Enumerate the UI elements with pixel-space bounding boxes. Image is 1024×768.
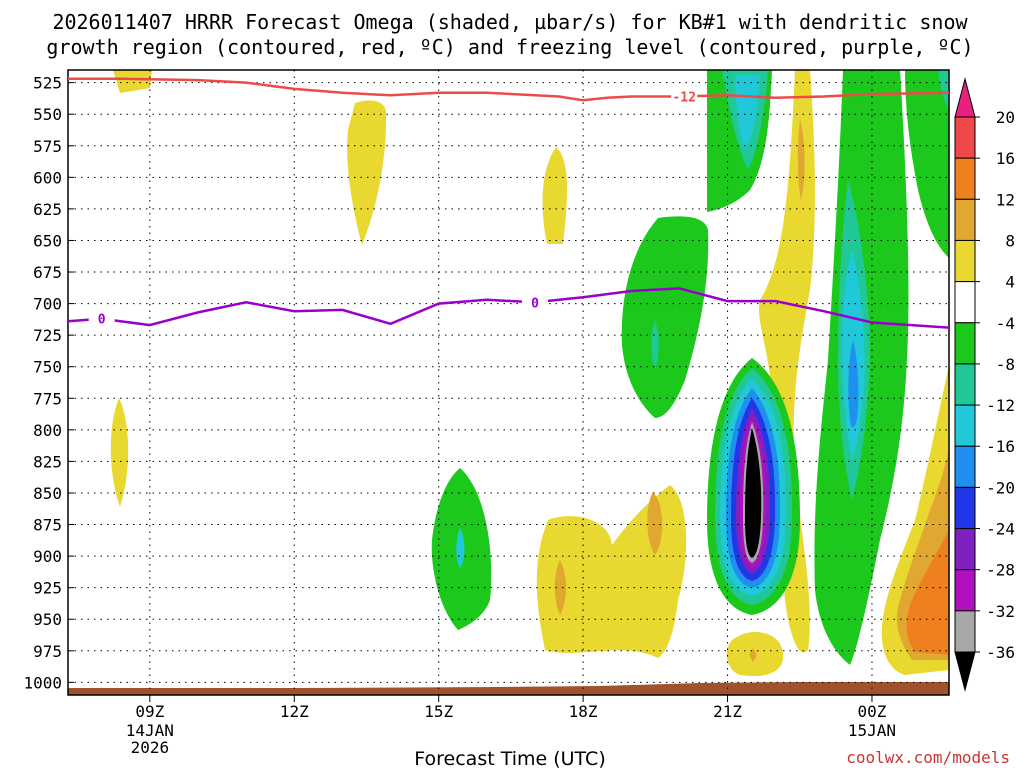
freezing-level-label: 0 xyxy=(531,296,539,311)
plot-frame xyxy=(67,69,950,696)
y-tick-label: 900 xyxy=(33,547,62,566)
omega-blob-rise-8-985 xyxy=(749,648,757,662)
y-tick-label: 675 xyxy=(33,263,62,282)
colorbar-tick-label: -8 xyxy=(996,355,1015,374)
freezing-level-label: 0 xyxy=(98,313,106,328)
x-tick-label: 21Z xyxy=(713,702,742,721)
x-axis-label: Forecast Time (UTC) xyxy=(414,748,605,768)
colorbar-bin xyxy=(954,322,976,365)
x-tick-label: 12Z xyxy=(280,702,309,721)
colorbar-bin xyxy=(954,239,976,283)
y-tick-label: 525 xyxy=(33,74,62,93)
y-tick-label: 725 xyxy=(33,326,62,345)
colorbar-tick-label: -28 xyxy=(986,561,1015,580)
omega-blob-sink-16-740 xyxy=(848,340,859,428)
colorbar-bin xyxy=(954,486,976,530)
colorbar-bin xyxy=(954,198,976,241)
y-tick-label: 650 xyxy=(33,231,62,250)
colorbar-tick-label: -24 xyxy=(986,520,1015,539)
y-tick-label: 575 xyxy=(33,137,62,156)
contour-lines xyxy=(68,77,949,329)
colorbar-bin xyxy=(954,363,976,406)
y-tick-label: 825 xyxy=(33,452,62,471)
colorbar-bin xyxy=(954,116,976,159)
colorbar-tick-label: 4 xyxy=(1005,273,1015,292)
y-tick-label: 550 xyxy=(33,105,62,124)
y-tick-label: 950 xyxy=(33,610,62,629)
chart-title-line2: growth region (contoured, red, ºC) and f… xyxy=(46,35,973,59)
y-tick-label: 925 xyxy=(33,579,62,598)
colorbar-tick-label: 8 xyxy=(1005,231,1015,250)
colorbar-bin xyxy=(954,404,976,447)
colorbar: 20 16 12 8 4 -4 -8 -12 -16 -20 -24 -28 -32 -36 xyxy=(954,77,1015,692)
y-tick-label: 850 xyxy=(33,484,62,503)
colorbar-tick-label: 20 xyxy=(996,108,1015,127)
y-tick-label: 600 xyxy=(33,168,62,187)
omega-blob-rise-12-lower-right xyxy=(906,530,949,655)
omega-shading xyxy=(68,70,949,695)
grid-lines xyxy=(68,70,949,695)
freezing-level-label-bg xyxy=(521,295,548,310)
colorbar-tick-label: -32 xyxy=(986,602,1015,621)
freezing-level-contour xyxy=(68,287,949,329)
y-tick-label: 750 xyxy=(33,358,62,377)
colorbar-tick-label: -36 xyxy=(986,643,1015,662)
omega-blob-sink-600 xyxy=(905,70,949,258)
colorbar-tick-label: 12 xyxy=(996,190,1015,209)
omega-blob-rise-550 xyxy=(347,100,387,245)
omega-blob-rise-8-900 xyxy=(554,560,566,615)
colorbar-tick-label: -20 xyxy=(986,478,1015,497)
omega-blob-sink-12-870 xyxy=(456,528,465,568)
x-tick-date: 15JAN xyxy=(848,721,896,740)
colorbar-arrow-top xyxy=(954,77,976,118)
omega-core-sink-36 xyxy=(745,428,762,558)
omega-blob-rise-775 xyxy=(110,398,129,507)
colorbar-bin xyxy=(954,445,976,488)
x-tick-label: 18Z xyxy=(569,702,598,721)
y-tick-label: 700 xyxy=(33,295,62,314)
colorbar-bin xyxy=(954,610,976,653)
dendritic-growth-contour xyxy=(68,77,949,102)
y-tick-label: 975 xyxy=(33,642,62,661)
omega-blob-sink-680 xyxy=(621,216,709,418)
y-tick-label: 875 xyxy=(33,516,62,535)
x-tick-date: 14JAN xyxy=(126,721,174,740)
freezing-level-label-bg xyxy=(88,311,115,326)
colorbar-bin xyxy=(954,157,976,200)
terrain-surface xyxy=(68,682,949,695)
omega-blob-rise-575 xyxy=(542,147,568,244)
dgz-contour-label-bg xyxy=(671,89,698,104)
colorbar-bin xyxy=(954,569,976,612)
contour-labels: -12 0 0 xyxy=(88,89,698,328)
y-axis-ticks: 525 550 575 600 625 650 675 700 725 750 775 800 825 8… xyxy=(23,74,74,692)
colorbar-tick-label: -12 xyxy=(986,396,1015,415)
credit-text: coolwx.com/models xyxy=(846,748,1010,767)
omega-blob-rise-8-stripe xyxy=(797,120,805,200)
dgz-contour-label: -12 xyxy=(672,90,695,105)
colorbar-arrow-bottom xyxy=(954,651,976,692)
omega-blob-sink-12-570 xyxy=(735,75,760,150)
chart-title-line1: 2026011407 HRRR Forecast Omega (shaded, … xyxy=(52,10,968,34)
colorbar-tick-label: 16 xyxy=(996,149,1015,168)
colorbar-tick-label: -4 xyxy=(996,314,1015,333)
y-tick-label: 775 xyxy=(33,389,62,408)
x-tick-year: 2026 xyxy=(131,738,170,757)
x-tick-label: 15Z xyxy=(424,702,453,721)
omega-blob-rise-8-830 xyxy=(647,492,663,555)
colorbar-bin xyxy=(954,528,976,571)
omega-blob-sink-8-680 xyxy=(651,320,659,370)
y-tick-label: 800 xyxy=(33,421,62,440)
y-tick-label: 625 xyxy=(33,200,62,219)
omega-blob-rise-small-top xyxy=(113,70,152,93)
colorbar-bin xyxy=(954,281,976,324)
colorbar-tick-label: -16 xyxy=(986,437,1015,456)
omega-blob-sink-8-600 xyxy=(938,70,949,110)
y-tick-label: 1000 xyxy=(23,673,62,692)
x-tick-label: 09Z xyxy=(135,702,164,721)
x-tick-label: 00Z xyxy=(858,702,887,721)
omega-blob-rise-stripe-22z xyxy=(758,70,815,653)
